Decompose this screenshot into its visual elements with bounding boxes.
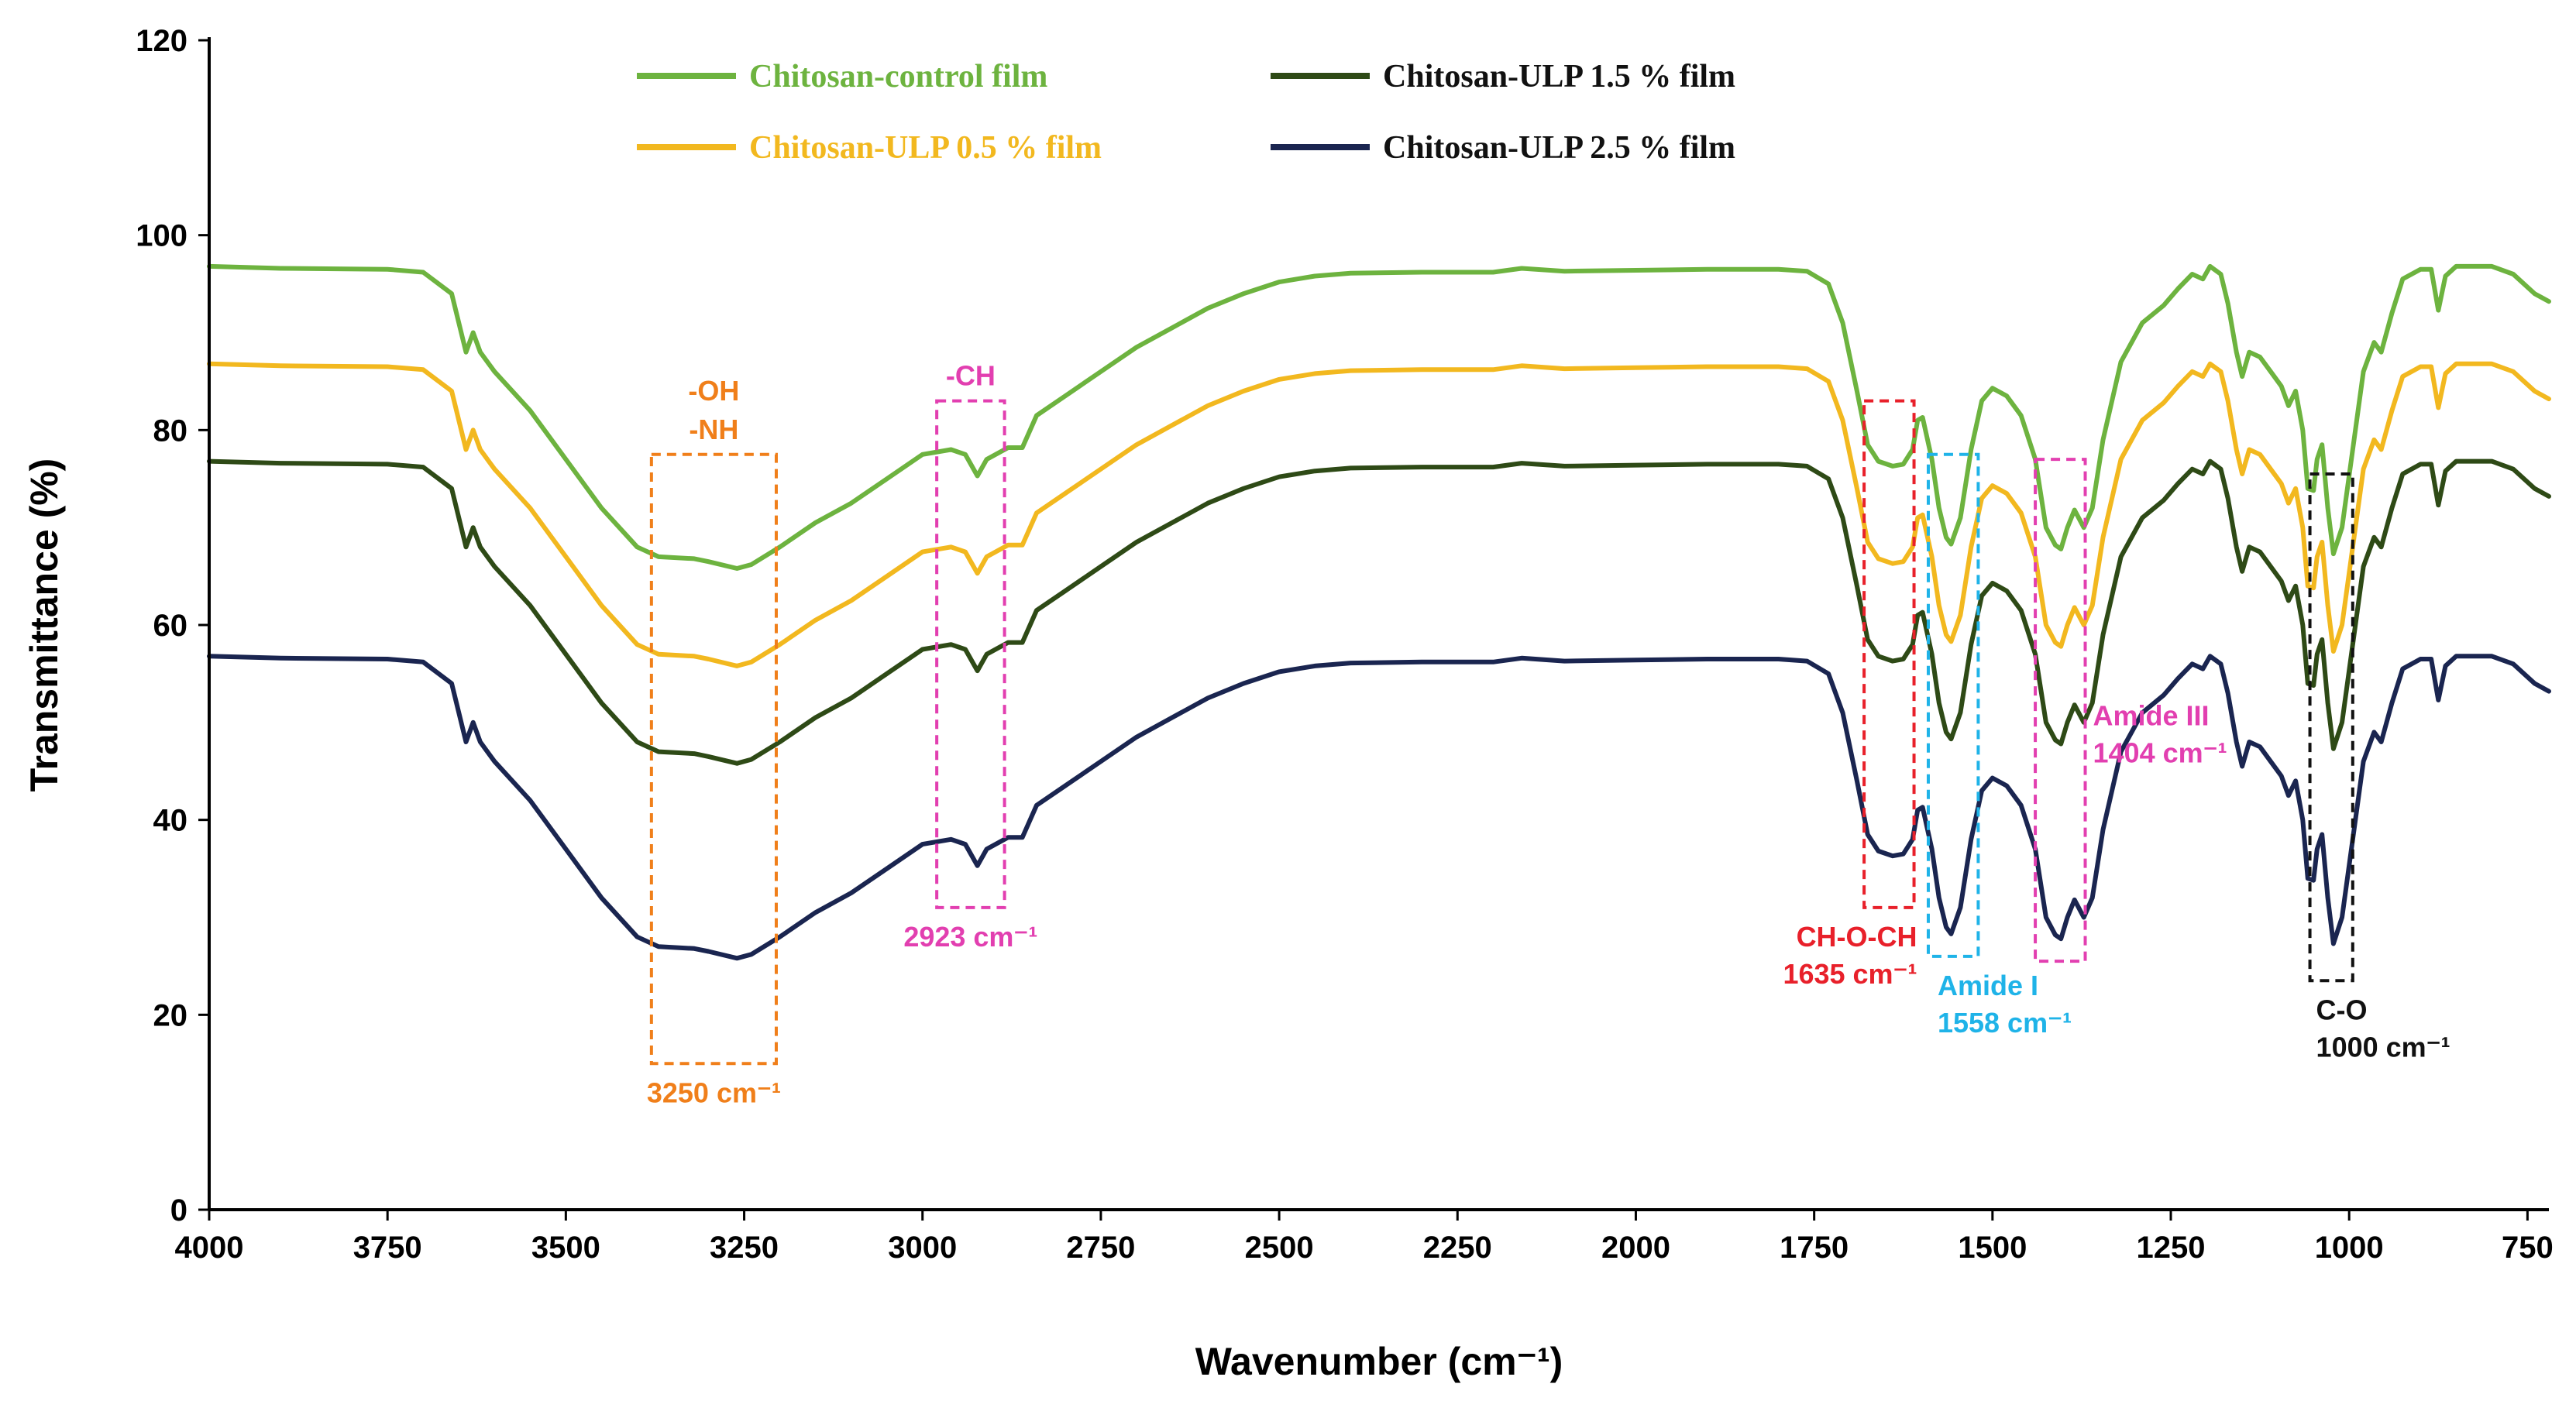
- annotation-label: Amide III: [2093, 700, 2210, 732]
- x-tick-label: 2750: [1066, 1231, 1135, 1265]
- legend-label: Chitosan-ULP 0.5 % film: [749, 130, 1102, 166]
- annotation-box: [2308, 472, 2354, 983]
- series-line-3: [207, 458, 2551, 766]
- x-tick-label: 750: [2502, 1231, 2554, 1265]
- x-tick-label: 4000: [175, 1231, 244, 1265]
- annotation-wavenumber: 1404 cm⁻¹: [2093, 737, 2227, 769]
- annotation-label: C-O: [2316, 994, 2368, 1025]
- legend-group: Chitosan-control film Chitosan-ULP 1.5 % …: [637, 59, 1735, 166]
- x-tick-label: 3750: [353, 1231, 422, 1265]
- legend-label: Chitosan-ULP 1.5 % film: [1383, 59, 1735, 94]
- x-tick-label: 3500: [531, 1231, 600, 1265]
- y-axis-title: Transmittance (%): [22, 458, 66, 792]
- annotation-group-label: -CH: [946, 360, 996, 392]
- x-tick-label: 1750: [1780, 1231, 1849, 1265]
- annotation-box: [1926, 452, 1980, 958]
- series-line-1: [207, 263, 2551, 571]
- series-line-2: [207, 361, 2551, 668]
- annotation-group-label: -OH: [688, 375, 739, 407]
- x-tick-label: 2500: [1245, 1231, 1314, 1265]
- y-tick-label: 60: [153, 609, 188, 643]
- x-tick-label: 2250: [1423, 1231, 1492, 1265]
- annotation-label: 3250 cm⁻¹: [647, 1077, 781, 1108]
- annotation-wavenumber: 1558 cm⁻¹: [1938, 1007, 2072, 1039]
- y-tick-label: 40: [153, 804, 188, 838]
- annotation-box: [2034, 458, 2087, 963]
- series-group: [207, 263, 2551, 961]
- annotation-label: 2923 cm⁻¹: [903, 921, 1037, 953]
- annotation-label: CH-O-CH: [1797, 921, 1917, 953]
- annotation-box: [649, 452, 778, 1066]
- x-tick-label: 3250: [710, 1231, 779, 1265]
- annotations-group: -OH -NH 3250 cm⁻¹ -CH 2923 cm⁻¹ CH-O-CH 1635 c…: [647, 360, 2450, 1109]
- x-tick-label: 3000: [888, 1231, 957, 1265]
- axes-group: 4000 3750 3500 3250 3000 2750 2500 2250 2000 1750…: [22, 24, 2554, 1383]
- annotation-wavenumber: 1635 cm⁻¹: [1783, 958, 1917, 990]
- annotation-box: [935, 399, 1006, 909]
- annotation-group-label: -NH: [689, 414, 738, 445]
- y-tick-label: 20: [153, 998, 188, 1032]
- x-axis-title: Wavenumber (cm⁻¹): [1195, 1340, 1563, 1383]
- y-tick-label: 100: [136, 219, 187, 253]
- legend-label: Chitosan-control film: [749, 59, 1047, 94]
- annotation-wavenumber: 1000 cm⁻¹: [2316, 1031, 2450, 1063]
- y-tick-label: 120: [136, 24, 187, 58]
- x-tick-label: 1500: [1958, 1231, 2027, 1265]
- x-tick-label: 2000: [1601, 1231, 1670, 1265]
- annotation-box: [1862, 399, 1916, 909]
- annotation-label: Amide I: [1938, 970, 2038, 1001]
- legend-label: Chitosan-ULP 2.5 % film: [1383, 130, 1735, 166]
- x-tick-label: 1000: [2315, 1231, 2384, 1265]
- y-tick-label: 0: [170, 1193, 187, 1228]
- series-line-4: [207, 654, 2551, 961]
- x-tick-label: 1250: [2137, 1231, 2206, 1265]
- y-tick-label: 80: [153, 414, 188, 448]
